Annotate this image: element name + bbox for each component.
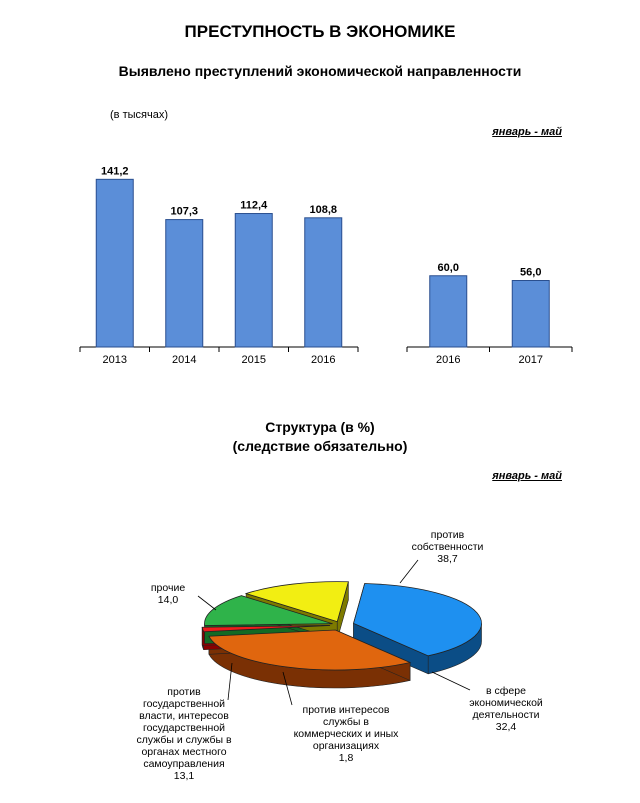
bars-jan-may-bar [511,280,550,348]
pie-slice [201,625,331,633]
pie-title-line-1: Структура (в %) [265,419,375,435]
period-label-pie: январь - май [492,470,562,482]
pie-value-label: 14,0 [157,594,179,606]
units-label: (в тысячах) [110,109,168,121]
pie-label-text: прочие [150,582,186,594]
bars-jan-may-category-label: 2016 [436,354,460,366]
pie-leader-line [399,559,419,584]
bars-annual-value-label: 141,2 [101,165,129,177]
bars-jan-may-category-label: 2017 [519,354,543,366]
pie-label-property: против собственности 38,7 [405,529,490,565]
pie-leader-line [431,671,471,691]
chart-subtitle: Выявлено преступлений экономической напр… [118,63,522,79]
pie-value-label: 32,4 [495,721,517,733]
pie-slice [204,595,333,626]
period-label-bars: январь - май [492,126,562,138]
bars-jan-may-value-label: 56,0 [520,267,541,279]
pie-slice [208,629,412,671]
pie-title-line-2: (следствие обязательно) [232,438,408,454]
pie-value-label: 38,7 [437,553,458,565]
pie-label-commercial: против интересов службы в коммерческих и… [290,704,402,764]
bars-annual-category-label: 2014 [172,354,196,366]
bars-annual-bar [95,178,134,348]
pie-value-label: 1,8 [338,752,354,764]
pie-label-text: в сфере экономической деятельности [469,685,543,721]
bars-jan-may-value-label: 60,0 [438,262,459,274]
bars-annual-value-label: 112,4 [240,200,268,212]
pie-leader-line [282,671,293,706]
pie-leader-line [197,595,217,611]
bars-annual-bar [304,217,343,348]
pie-slice [353,583,482,657]
pie-label-text: против собственности [411,529,484,553]
bars-jan-may-bar [429,275,468,348]
pie-label-text: против государственной власти, интересов… [136,686,232,770]
bars-annual-value-label: 108,8 [309,204,337,216]
bars-annual-category-label: 2013 [103,354,127,366]
bars-annual-category-label: 2015 [242,354,266,366]
bars-annual-bar [165,219,204,348]
bars-annual-category-label: 2016 [311,354,335,366]
pie-slice [244,581,349,623]
pie-leader-line [227,662,233,701]
bars-annual-bar [234,213,273,348]
pie-value-label: 13,1 [173,770,195,782]
pie-label-text: против интересов службы в коммерческих и… [293,704,399,752]
pie-title: Структура (в %) (следствие обязательно) [0,418,640,456]
pie-label-other: прочие 14,0 [138,582,198,606]
pie-label-economic: в сфере экономической деятельности 32,4 [461,685,551,733]
page-title: ПРЕСТУПНОСТЬ В ЭКОНОМИКЕ [184,22,456,41]
pie-label-government: против государственной власти, интересов… [126,686,242,782]
bars-annual-value-label: 107,3 [170,206,198,218]
